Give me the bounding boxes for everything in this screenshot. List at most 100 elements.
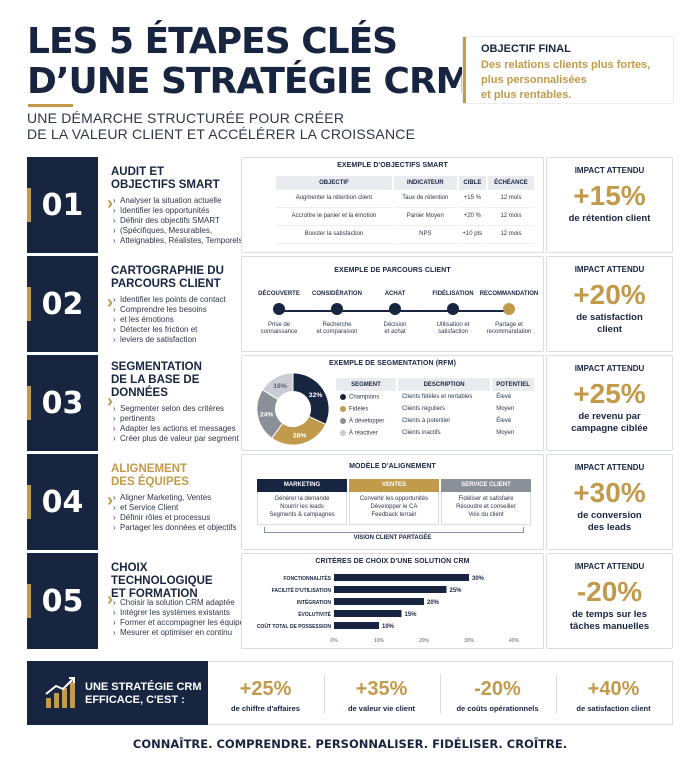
chevron-right-icon: › xyxy=(107,292,113,312)
step-title: CHOIX TECHNOLOGIQUE ET FORMATION xyxy=(111,562,251,601)
bar xyxy=(334,574,469,581)
table-header: DESCRIPTION xyxy=(397,378,491,391)
crm-criteria-bar-chart: FONCTIONNALITÉS 30% FACILITÉ D'UTILISATION… xyxy=(257,574,520,644)
column-item: Nourrir les leads xyxy=(280,504,324,510)
table-cell: Fidèles xyxy=(336,403,396,415)
impact-label-line: tâches manuelles xyxy=(569,621,650,632)
summary-metric-label: de valeur vie client xyxy=(347,704,416,713)
table-cell: Clients inactifs xyxy=(401,430,441,436)
page-subtitle: UNE DÉMARCHE STRUCTURÉE POUR CRÉER DE LA… xyxy=(27,110,415,142)
table-cell: NPS xyxy=(393,226,457,244)
step-title: ALIGNEMENT DES ÉQUIPES xyxy=(111,463,241,489)
table-cell: Taux de rétention xyxy=(393,190,457,208)
step-title-line: ET FORMATION xyxy=(111,588,198,600)
bar xyxy=(334,610,402,617)
column-header: SERVICE CLIENT xyxy=(441,479,531,492)
journey-stage-desc: Décision et achat xyxy=(363,322,427,336)
customer-journey-panel: EXEMPLE DE PARCOURS CLIENT DÉCOUVERTE Pr… xyxy=(241,256,544,352)
step-number: 04 xyxy=(27,454,98,550)
divider xyxy=(324,674,325,714)
summary-title-line: EFFICACE, C'EST : xyxy=(85,694,185,706)
bullet-continuation: et Service Client xyxy=(113,503,263,513)
step-number: 03 xyxy=(27,355,98,451)
bullet: Partager les données et objectifs xyxy=(113,523,263,533)
segment-name: À développer xyxy=(349,418,385,425)
journey-stage-desc: Recherche et comparaison xyxy=(305,322,369,336)
panel-title: CRITÈRES DE CHOIX D'UNE SOLUTION CRM xyxy=(315,558,470,565)
impact-card: IMPACT ATTENDU +25% de revenu par campag… xyxy=(546,355,673,451)
step-02: 02 › CARTOGRAPHIE DU PARCOURS CLIENT Ide… xyxy=(27,256,673,352)
column-body: Générer la demande Nourrir les leads Seg… xyxy=(257,492,347,525)
impact-card: IMPACT ATTENDU +15% de rétention client xyxy=(546,157,673,253)
objective-line-3: et plus rentables. xyxy=(481,89,572,101)
impact-label-line: de temps sur les xyxy=(572,609,647,620)
x-tick-label: 10% xyxy=(374,638,385,644)
bullet: Intégrer les systèmes existants xyxy=(113,608,263,618)
journey-dot xyxy=(331,303,343,315)
journey-stage-label: DÉCOUVERTE xyxy=(258,291,300,297)
summary-metrics: +25% de chiffre d'affaires +35% de valeu… xyxy=(208,661,673,725)
donut-slice-label: 32% xyxy=(309,392,323,399)
desc-line: Recherche xyxy=(322,322,352,328)
step-title: SEGMENTATION DE LA BASE DE DONNÉES xyxy=(111,361,241,400)
bullet: Identifier les opportunités xyxy=(113,206,263,216)
smart-table: OBJECTIF INDICATEUR CIBLE ÉCHÉANCE Augme… xyxy=(274,176,536,244)
step-04: 04 › ALIGNEMENT DES ÉQUIPES Aligner Mark… xyxy=(27,454,673,550)
objective-text: Des relations clients plus fortes, plus … xyxy=(481,58,663,103)
column-item: Développer le CA xyxy=(370,504,418,510)
panel-title: EXEMPLE DE PARCOURS CLIENT xyxy=(334,267,451,274)
journey-dot xyxy=(389,303,401,315)
summary-metric-label: de satisfaction client xyxy=(576,704,651,713)
donut-slice xyxy=(261,372,294,401)
table-cell: Élevé xyxy=(496,418,512,424)
journey-stage: RECOMMANDATION Partage et recommandation xyxy=(477,291,541,336)
page-title: LES 5 ÉTAPES CLÉS D’UNE STRATÉGIE CRM xyxy=(27,22,471,102)
bullet: Aligner Marketing, Ventes xyxy=(113,493,263,503)
column-item: Générer la demande xyxy=(274,496,330,502)
bar-category-label: INTÉGRATION xyxy=(297,598,331,606)
x-tick-label: 40% xyxy=(509,638,520,644)
alignment-column-marketing: MARKETING Générer la demande Nourrir les… xyxy=(257,479,347,525)
alignment-footer: VISION CLIENT PARTAGÉE xyxy=(353,535,432,541)
impact-heading: IMPACT ATTENDU xyxy=(574,463,645,472)
crm-criteria-panel: CRITÈRES DE CHOIX D'UNE SOLUTION CRM FON… xyxy=(241,553,544,649)
table-row: Accroître le panier et la émotion Panier… xyxy=(276,208,534,226)
table-cell: Accroître le panier et la émotion xyxy=(276,208,392,226)
bullet: Comprendre les besoins xyxy=(113,305,263,315)
step-bullets: Identifier les points de contact Compren… xyxy=(113,295,263,345)
step-title-line: ALIGNEMENT xyxy=(111,463,188,475)
column-body: Fidéliser et satisfaire Résoudre et cons… xyxy=(441,492,531,525)
chevron-right-icon: › xyxy=(107,193,113,213)
bar-category-label: FACILITÉ D'UTILISATION xyxy=(272,586,332,594)
step-title-line: CARTOGRAPHIE DU xyxy=(111,265,224,277)
segment-name: À réactiver xyxy=(349,430,378,437)
table-cell: À réactiver xyxy=(336,427,396,439)
impact-label-line: de rétention client xyxy=(568,213,651,224)
journey-stage-desc: Prise de connaissance xyxy=(247,322,311,336)
impact-label: de rétention client xyxy=(547,213,672,225)
column-item: Voix du client xyxy=(468,512,504,518)
impact-label-line: de conversion xyxy=(577,510,642,521)
summary-metric-label: de chiffre d'affaires xyxy=(231,704,300,713)
bar-value-label: 10% xyxy=(382,624,395,630)
alignment-panel: MODÈLE D'ALIGNEMENT MARKETING Générer la… xyxy=(241,454,544,550)
summary-metric: +25% de chiffre d'affaires xyxy=(208,662,323,726)
bullet: Analyser la situation actuelle xyxy=(113,196,263,206)
summary-metric-value: +25% xyxy=(239,678,292,700)
objective-box: OBJECTIF FINAL Des relations clients plu… xyxy=(463,37,673,103)
alignment-column-ventes: VENTES Convertir les opportunités Dévelo… xyxy=(349,479,439,525)
table-cell: Panier Moyen xyxy=(393,208,457,226)
bar-category-label: COÛT TOTAL DE POSSESSION xyxy=(257,623,332,630)
divider xyxy=(440,674,441,714)
title-line-1: LES 5 ÉTAPES CLÉS xyxy=(27,21,398,62)
impact-label-line: des leads xyxy=(587,522,632,533)
journey-dot xyxy=(273,303,285,315)
step-bullets: Segmenter selon des critères pertinents … xyxy=(113,404,263,444)
impact-card: IMPACT ATTENDU +30% de conversion des le… xyxy=(546,454,673,550)
growth-chart-icon xyxy=(45,677,75,708)
segment-dot-icon xyxy=(340,393,346,400)
impact-card: IMPACT ATTENDU +20% de satisfaction clie… xyxy=(546,256,673,352)
donut-slice-label: 28% xyxy=(293,432,307,439)
journey-stage: DÉCOUVERTE Prise de connaissance xyxy=(247,291,311,336)
bullet: Identifier les points de contact xyxy=(113,295,263,305)
